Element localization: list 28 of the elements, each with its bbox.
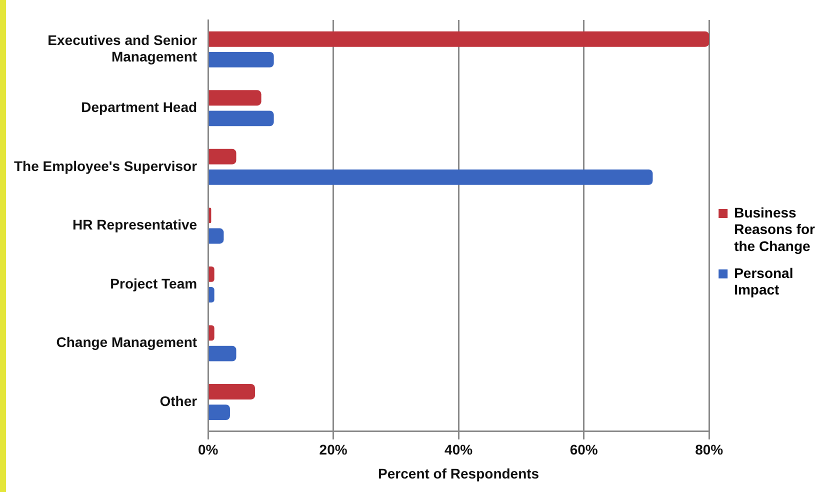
x-tick-label: 80% [695, 442, 724, 458]
x-tick-label: 60% [570, 442, 598, 458]
bar [208, 266, 214, 282]
bar [208, 384, 256, 400]
x-tick-label: 20% [319, 442, 348, 458]
y-tick-label: Project Team [110, 275, 198, 292]
bar [208, 170, 653, 185]
x-axis-title: Percent of Respondents [378, 465, 540, 482]
bar [208, 110, 274, 126]
y-tick-label: Other [160, 392, 198, 409]
bar [208, 52, 274, 68]
bar [208, 325, 214, 341]
y-tick-label: Department Head [81, 99, 198, 116]
bar [208, 31, 710, 47]
bar [208, 148, 236, 164]
y-tick-label: HR Representative [72, 216, 198, 233]
legend-label: Business Reasons for the Change [734, 204, 816, 254]
bar [208, 228, 224, 244]
legend-label: Personal Impact [734, 264, 794, 298]
y-tick-label: Change Management [56, 334, 198, 350]
y-tick-label: The Employee's Supervisor [14, 158, 198, 174]
y-tick-label: Executives and Senior Management [48, 32, 198, 65]
bar [208, 287, 214, 302]
bar [208, 404, 230, 420]
bar [208, 90, 262, 106]
x-tick-label: 40% [444, 442, 474, 458]
x-tick-label: 0% [198, 442, 219, 458]
bar [208, 346, 236, 362]
